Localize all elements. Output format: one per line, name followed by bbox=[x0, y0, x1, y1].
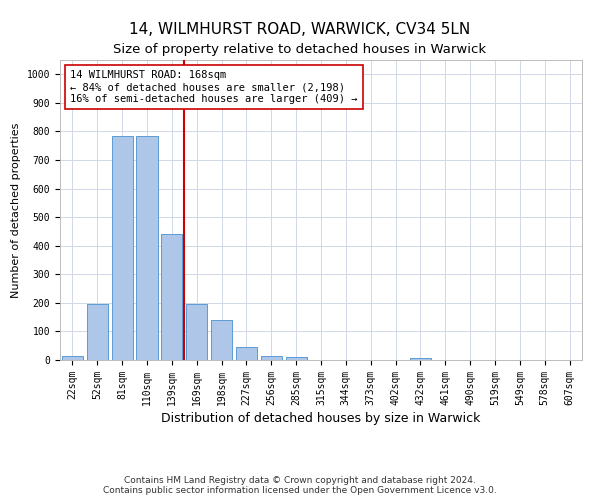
Text: 14 WILMHURST ROAD: 168sqm
← 84% of detached houses are smaller (2,198)
16% of se: 14 WILMHURST ROAD: 168sqm ← 84% of detac… bbox=[70, 70, 358, 104]
Bar bbox=[286, 357, 307, 360]
Text: 14, WILMHURST ROAD, WARWICK, CV34 5LN: 14, WILMHURST ROAD, WARWICK, CV34 5LN bbox=[130, 22, 470, 38]
Bar bbox=[161, 234, 182, 360]
Y-axis label: Number of detached properties: Number of detached properties bbox=[11, 122, 21, 298]
Bar bbox=[236, 347, 257, 360]
Bar bbox=[261, 356, 282, 360]
Bar bbox=[186, 304, 207, 360]
Text: Contains HM Land Registry data © Crown copyright and database right 2024.
Contai: Contains HM Land Registry data © Crown c… bbox=[103, 476, 497, 495]
Bar bbox=[87, 304, 108, 360]
Bar bbox=[136, 136, 158, 360]
X-axis label: Distribution of detached houses by size in Warwick: Distribution of detached houses by size … bbox=[161, 412, 481, 425]
Bar bbox=[211, 320, 232, 360]
Text: Size of property relative to detached houses in Warwick: Size of property relative to detached ho… bbox=[113, 42, 487, 56]
Bar bbox=[62, 356, 83, 360]
Bar bbox=[112, 136, 133, 360]
Bar bbox=[410, 358, 431, 360]
